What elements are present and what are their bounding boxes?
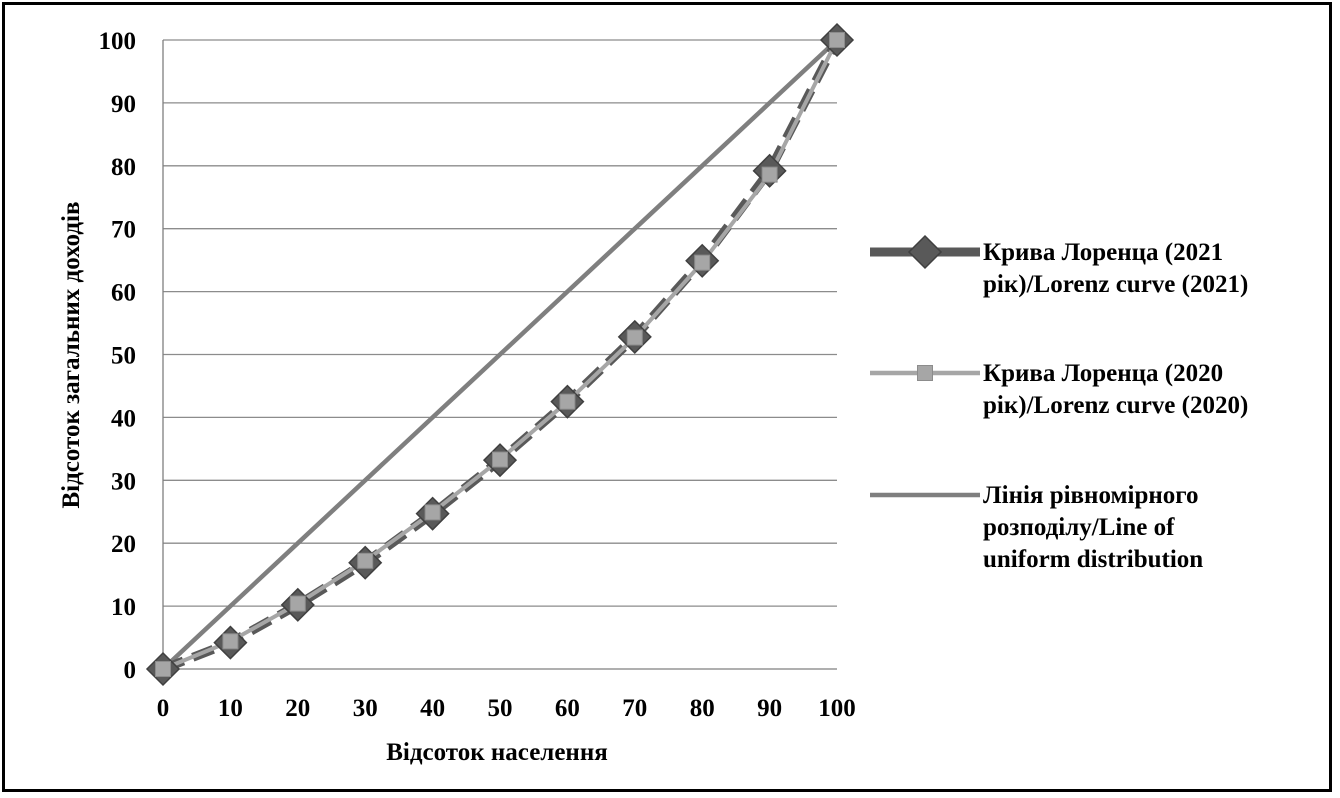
series-line-2 [161, 38, 839, 671]
x-tick-label: 70 [622, 695, 647, 722]
y-tick-label: 40 [111, 405, 136, 432]
data-point-square-marker [626, 329, 643, 346]
x-tick-label: 90 [757, 695, 782, 722]
y-tick-label: 20 [111, 531, 136, 558]
y-tick-label: 80 [111, 154, 136, 181]
legend-label-line: рік)/Lorenz curve (2020) [983, 392, 1248, 419]
data-point-square-marker [829, 32, 845, 48]
legend-label-line: Лінія рівномірного [983, 482, 1199, 509]
x-axis-ticks: 0 10 20 30 40 50 60 70 80 90 100 [157, 695, 856, 722]
y-tick-label: 60 [111, 280, 136, 307]
legend-swatch-marker [917, 365, 933, 381]
x-tick-label: 0 [157, 695, 170, 722]
x-tick-label: 30 [353, 695, 378, 722]
legend-label-line: рік)/Lorenz curve (2021) [983, 271, 1248, 298]
x-tick-label: 80 [690, 695, 715, 722]
data-point-square-marker [761, 166, 778, 183]
y-tick-label: 0 [124, 657, 137, 684]
x-tick-label: 50 [488, 695, 513, 722]
x-tick-label: 20 [285, 695, 310, 722]
y-tick-label: 90 [111, 91, 136, 118]
data-point-square-marker [492, 451, 508, 468]
legend-label-line: uniform distribution [983, 546, 1203, 573]
legend-entry-1: Крива Лоренца (2020 рік)/Lorenz curve (20… [870, 360, 1248, 419]
legend-label-line: розподілу/Line of [983, 514, 1175, 541]
y-tick-label: 30 [111, 468, 136, 495]
x-axis-title: Відсоток населення [386, 739, 608, 766]
x-tick-label: 10 [218, 695, 243, 722]
data-point-square-marker [694, 254, 711, 271]
data-point-square-marker [357, 552, 374, 569]
legend-entry-0: Крива Лоренца (2021 рік)/Lorenz curve (20… [870, 234, 1248, 298]
y-tick-label: 100 [99, 28, 137, 55]
legend-label-line: Крива Лоренца (2021 [983, 239, 1223, 266]
y-tick-label: 50 [111, 343, 136, 370]
data-point-square-marker [155, 661, 171, 677]
gridlines [162, 39, 837, 670]
x-tick-label: 60 [555, 695, 580, 722]
legend-entry-2: Лінія рівномірного розподілу/Line of unifo… [870, 482, 1203, 573]
data-point-square-marker [222, 633, 239, 650]
data-point-square-marker [289, 595, 306, 612]
x-tick-label: 40 [420, 695, 445, 722]
y-tick-label: 10 [111, 594, 136, 621]
legend-swatch-marker [907, 234, 943, 270]
series-markers [145, 22, 855, 687]
y-axis-title: Відсоток загальних доходів [58, 201, 85, 508]
y-tick-label: 70 [111, 217, 136, 244]
legend-label-line: Крива Лоренца (2020 [983, 360, 1223, 387]
x-tick-label: 100 [818, 695, 856, 722]
legend: Крива Лоренца (2021 рік)/Lorenz curve (20… [870, 234, 1248, 573]
y-axis-ticks: 0 10 20 30 40 50 60 70 80 90 100 [99, 28, 137, 684]
data-point-square-marker [424, 504, 441, 521]
data-point-square-marker [559, 393, 576, 410]
